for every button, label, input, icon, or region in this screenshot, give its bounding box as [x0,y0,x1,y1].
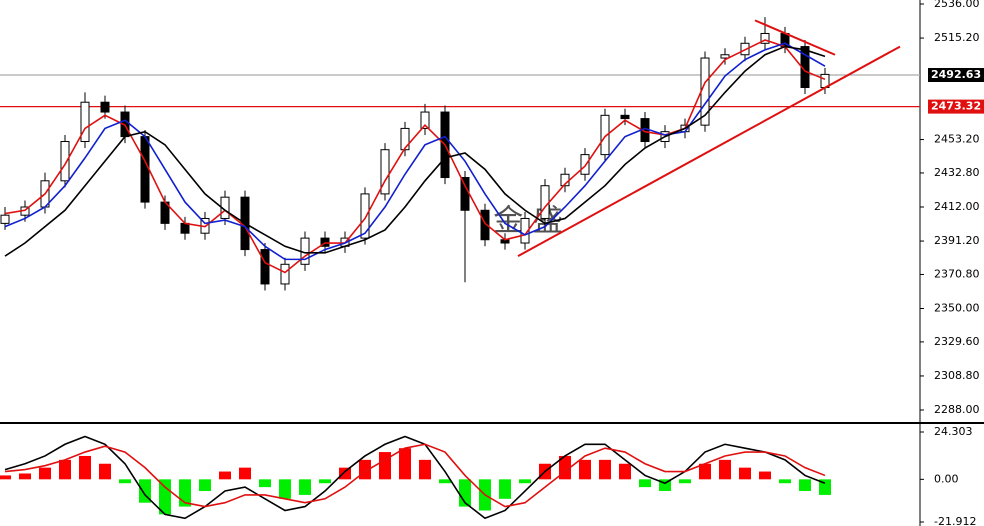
candle-body [100,101,110,113]
candle-body [360,193,370,239]
candle-body [60,141,70,182]
histogram-bar [239,467,251,480]
trendline [517,45,901,257]
y-tick-label: 2515.20 [934,31,980,44]
histogram-bar [439,479,451,484]
candle-body [80,101,90,143]
histogram-bar [519,479,531,484]
candle-body [380,149,390,195]
y-tick-label: 2288.00 [934,403,980,416]
histogram-bar [739,467,751,480]
y-tick-label: 2350.00 [934,302,980,315]
histogram-bar [459,479,471,507]
candle-body [620,114,630,120]
histogram-bar [799,479,811,492]
histogram-bar [619,463,631,480]
y-tick-label: 24.303 [934,425,973,438]
candle-body [460,177,470,211]
y-tick-label: -21.912 [934,515,976,526]
y-tick-label: 2391.20 [934,234,980,247]
histogram-bar [279,479,291,499]
y-tick-label: 2453.20 [934,133,980,146]
histogram-bar [499,479,511,499]
price-label: 2473.32 [931,100,981,113]
y-tick-label: 2308.80 [934,369,980,382]
indicator-line [4,39,826,274]
histogram-bar [399,448,411,480]
histogram-bar [219,471,231,480]
histogram-bar [679,479,691,484]
histogram-bar [779,479,791,484]
histogram-bar [659,479,671,492]
histogram-bar [119,479,131,484]
histogram-bar [719,459,731,480]
indicator-line [4,45,826,257]
candle-body [520,217,530,244]
histogram-bar [299,479,311,495]
histogram-bar [39,467,51,480]
price-label: 2492.63 [931,68,981,81]
histogram-bar [199,479,211,492]
candle-body [540,185,550,219]
candle-body [180,222,190,234]
histogram-bar [699,463,711,480]
candle-body [480,209,490,241]
histogram-bar [639,479,651,488]
histogram-bar [319,479,331,484]
candle-body [280,263,290,285]
y-tick-label: 2329.60 [934,335,980,348]
candle-body [580,154,590,175]
candle-body [420,111,430,129]
candle-body [140,136,150,203]
y-tick-label: 2432.80 [934,166,980,179]
indicator-line [4,435,826,520]
candle-body [600,114,610,156]
candle-body [0,214,10,224]
histogram-bar [159,479,171,515]
histogram-bar [59,459,71,480]
trendline [754,19,836,56]
y-tick-label: 2370.80 [934,267,980,280]
histogram-bar [759,471,771,480]
histogram-bar [819,479,831,495]
histogram-bar [419,459,431,480]
histogram-bar [0,475,11,480]
histogram-bar [19,473,31,480]
y-tick-label: 0.00 [934,472,959,485]
histogram-bar [79,455,91,480]
price-label-box [928,68,984,83]
y-tick-label: 2536.00 [934,0,980,10]
indicator-line [4,443,826,508]
histogram-bar [99,463,111,480]
histogram-bar [259,479,271,488]
candle-body [720,54,730,59]
histogram-bar [339,467,351,480]
candle-body [320,237,330,247]
candle-body [400,127,410,151]
histogram-bar [579,459,591,480]
price-label-box [928,99,984,114]
histogram-bar [379,452,391,480]
histogram-bar [599,459,611,480]
y-tick-label: 2412.00 [934,200,980,213]
candle-body [760,32,770,44]
candle-body [260,249,270,285]
